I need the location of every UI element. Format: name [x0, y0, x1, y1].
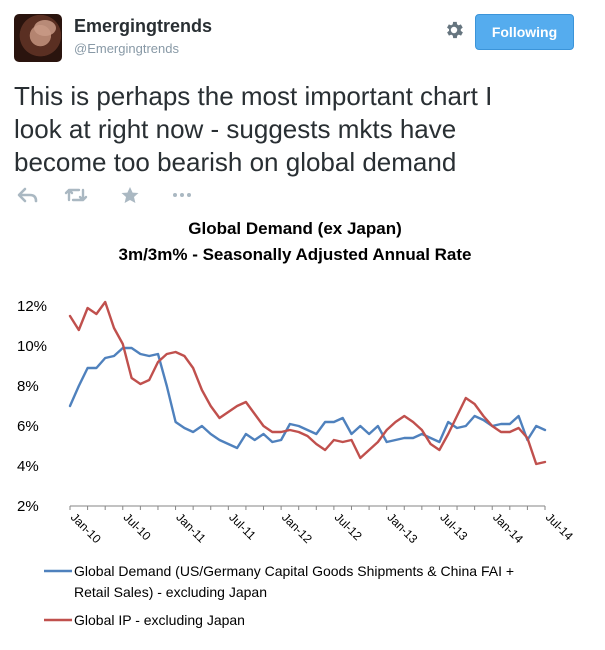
series-line-global-ip [68, 300, 547, 466]
x-tick-label: Jan-13 [385, 510, 421, 546]
y-tick-label: 4% [17, 458, 39, 475]
favorite-icon[interactable] [118, 186, 142, 204]
line-chart: Global Demand (ex Japan) 3m/3m% - Seasona… [17, 219, 576, 628]
tweet-text-line: become too bearish on global demand [14, 147, 457, 177]
avatar[interactable] [14, 14, 62, 62]
legend-label: Global Demand (US/Germany Capital Goods … [74, 563, 514, 579]
username[interactable]: @Emergingtrends [74, 41, 179, 56]
x-tick-label: Jan-12 [279, 510, 315, 546]
x-tick-label: Jul-13 [437, 510, 470, 543]
chart-title: Global Demand (ex Japan) [188, 219, 402, 238]
reply-icon[interactable] [16, 186, 40, 204]
legend-label: Retail Sales) - excluding Japan [74, 584, 267, 600]
chart-subtitle: 3m/3m% - Seasonally Adjusted Annual Rate [119, 245, 472, 264]
gear-icon[interactable] [443, 19, 465, 41]
display-name[interactable]: Emergingtrends [74, 16, 213, 36]
y-tick-label: 12% [17, 298, 47, 315]
tweet-text: This is perhaps the most important chart… [14, 80, 594, 179]
following-button[interactable]: Following [475, 14, 574, 50]
more-icon[interactable] [170, 186, 194, 204]
x-tick-label: Jul-12 [332, 510, 365, 543]
tweet-text-line: look at right now - suggests mkts have [14, 114, 457, 144]
retweet-icon[interactable] [64, 186, 88, 204]
x-tick-label: Jul-10 [121, 510, 154, 543]
x-tick-label: Jan-14 [490, 510, 526, 546]
x-tick-label: Jul-14 [543, 510, 576, 543]
legend-label: Global IP - excluding Japan [74, 612, 245, 628]
series-line-global-demand [68, 346, 547, 450]
y-tick-label: 8% [17, 378, 39, 395]
y-tick-label: 6% [17, 418, 39, 435]
y-tick-label: 10% [17, 338, 47, 355]
x-tick-label: Jan-11 [173, 510, 208, 545]
y-tick-label: 2% [17, 498, 39, 515]
x-tick-label: Jul-11 [226, 510, 259, 543]
tweet-text-line: This is perhaps the most important chart… [14, 81, 493, 111]
x-tick-label: Jan-10 [68, 510, 104, 546]
